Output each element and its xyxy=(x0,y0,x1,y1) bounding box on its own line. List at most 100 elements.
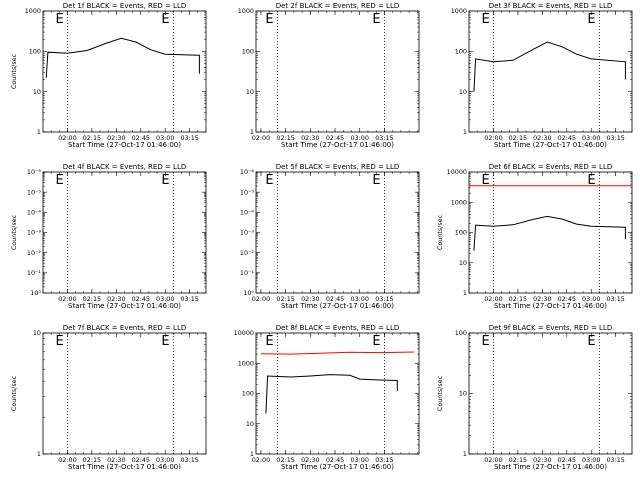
x-tick-label: 02:30 xyxy=(533,134,551,142)
y-tick-label: 10⁰ xyxy=(243,289,254,297)
x-tick-label: 03:00 xyxy=(582,456,600,464)
panel-title: Det 3f BLACK = Events, RED = LLD xyxy=(489,2,612,10)
x-tick-label: 02:30 xyxy=(533,456,551,464)
x-tick-label: 02:00 xyxy=(484,134,502,142)
y-tick-label: 100 xyxy=(455,329,467,337)
y-tick-label: 10000 xyxy=(447,168,467,176)
x-tick-label: 03:15 xyxy=(606,295,624,303)
y-tick-label: 10 xyxy=(459,259,467,267)
x-tick-label: 02:45 xyxy=(132,456,150,464)
event-marker-label: E xyxy=(587,173,595,188)
event-marker-label: E xyxy=(372,12,380,27)
x-tick-label: 03:15 xyxy=(375,295,393,303)
panel-title: Det 2f BLACK = Events, RED = LLD xyxy=(276,2,399,10)
y-tick-label: 10000 xyxy=(234,329,254,337)
y-tick-label: 1 xyxy=(250,128,254,136)
y-tick-label: 10⁻³ xyxy=(27,229,42,237)
y-tick-label: 10⁻⁶ xyxy=(240,168,255,176)
event-marker-label: E xyxy=(372,334,380,349)
x-tick-label: 02:30 xyxy=(301,456,319,464)
x-tick-label: 03:15 xyxy=(606,134,624,142)
x-tick-label: 02:15 xyxy=(509,134,527,142)
y-tick-label: 1000 xyxy=(451,198,467,206)
x-tick-label: 03:00 xyxy=(351,295,369,303)
x-tick-label: 02:00 xyxy=(58,295,76,303)
x-tick-label: 02:00 xyxy=(252,456,270,464)
x-tick-label: 02:15 xyxy=(83,134,101,142)
x-tick-label: 03:15 xyxy=(180,295,198,303)
y-tick-label: 10⁰ xyxy=(30,289,41,297)
x-tick-label: 02:00 xyxy=(58,134,76,142)
x-tick-label: 02:15 xyxy=(276,134,294,142)
event-marker-label: E xyxy=(265,173,273,188)
event-marker-label: E xyxy=(587,334,595,349)
y-tick-label: 1000 xyxy=(25,7,41,15)
y-tick-label: 10⁻⁴ xyxy=(240,209,255,217)
x-tick-label: 02:00 xyxy=(484,456,502,464)
y-tick-label: 10⁻² xyxy=(27,249,42,257)
y-tick-label: 100 xyxy=(242,48,254,56)
panel-title: Det 6f BLACK = Events, RED = LLD xyxy=(489,163,612,171)
y-tick-label: 1000 xyxy=(238,7,254,15)
y-tick-label: 1000 xyxy=(238,359,254,367)
x-tick-label: 02:30 xyxy=(533,295,551,303)
y-tick-label: 1 xyxy=(463,289,467,297)
event-marker-label: E xyxy=(265,334,273,349)
panel-title: Det 8f BLACK = Events, RED = LLD xyxy=(276,324,399,332)
x-tick-label: 02:15 xyxy=(509,456,527,464)
y-tick-label: 10 xyxy=(246,88,254,96)
panel-5: Det 5f BLACK = Events, RED = LLD 10⁰ 10⁻¹ 1… xyxy=(240,163,420,310)
x-tick-label: 02:15 xyxy=(509,295,527,303)
y-tick-label: 10 xyxy=(246,420,254,428)
x-tick-label: 02:15 xyxy=(276,456,294,464)
event-marker-label: E xyxy=(372,173,380,188)
x-tick-label: 03:15 xyxy=(375,134,393,142)
x-tick-label: 02:15 xyxy=(83,295,101,303)
x-tick-label: 03:00 xyxy=(156,295,174,303)
x-tick-label: 03:15 xyxy=(180,456,198,464)
y-axis-label: Counts/sec xyxy=(10,53,18,89)
y-tick-label: 100 xyxy=(455,48,467,56)
x-tick-label: 03:00 xyxy=(351,134,369,142)
x-axis-label: Start Time (27-Oct-17 01:46:00) xyxy=(494,463,607,471)
panel-title: Det 9f BLACK = Events, RED = LLD xyxy=(489,324,612,332)
panel-9: Det 9f BLACK = Events, RED = LLD 1 10 100 Co… xyxy=(436,324,633,471)
panel-3: Det 3f BLACK = Events, RED = LLD 1 10 100 10… xyxy=(451,2,633,149)
y-axis-label: Counts/sec xyxy=(436,214,444,250)
lld-series-line xyxy=(260,351,415,355)
x-tick-label: 03:00 xyxy=(156,134,174,142)
event-marker-label: E xyxy=(481,173,489,188)
y-tick-label: 10⁻¹ xyxy=(240,269,255,277)
x-tick-label: 02:45 xyxy=(326,134,344,142)
panel-7: Det 7f BLACK = Events, RED = LLD 1 10 Count… xyxy=(10,324,207,471)
events-series-line xyxy=(473,41,626,92)
y-tick-label: 1 xyxy=(463,450,467,458)
x-axis-label: Start Time (27-Oct-17 01:46:00) xyxy=(281,463,394,471)
x-tick-label: 02:45 xyxy=(558,456,576,464)
panel-title: Det 1f BLACK = Events, RED = LLD xyxy=(63,2,186,10)
x-tick-label: 02:30 xyxy=(107,134,125,142)
x-tick-label: 03:00 xyxy=(582,134,600,142)
x-tick-label: 03:15 xyxy=(606,456,624,464)
x-axis-label: Start Time (27-Oct-17 01:46:00) xyxy=(68,141,181,149)
x-tick-label: 02:00 xyxy=(484,295,502,303)
x-axis-label: Start Time (27-Oct-17 01:46:00) xyxy=(281,302,394,310)
event-marker-label: E xyxy=(265,12,273,27)
panel-8: Det 8f BLACK = Events, RED = LLD 1 10 100 10… xyxy=(234,324,420,471)
y-tick-label: 10⁻¹ xyxy=(27,269,42,277)
x-tick-label: 02:30 xyxy=(301,295,319,303)
y-tick-label: 10 xyxy=(33,329,41,337)
x-tick-label: 02:00 xyxy=(58,456,76,464)
x-axis-label: Start Time (27-Oct-17 01:46:00) xyxy=(494,141,607,149)
y-tick-label: 10⁻² xyxy=(240,249,255,257)
event-marker-label: E xyxy=(587,12,595,27)
y-tick-label: 1000 xyxy=(451,7,467,15)
y-tick-label: 1 xyxy=(37,128,41,136)
x-tick-label: 02:00 xyxy=(252,295,270,303)
plot-frame xyxy=(255,10,420,133)
y-tick-label: 100 xyxy=(455,229,467,237)
x-tick-label: 02:30 xyxy=(107,456,125,464)
x-tick-label: 02:45 xyxy=(132,134,150,142)
